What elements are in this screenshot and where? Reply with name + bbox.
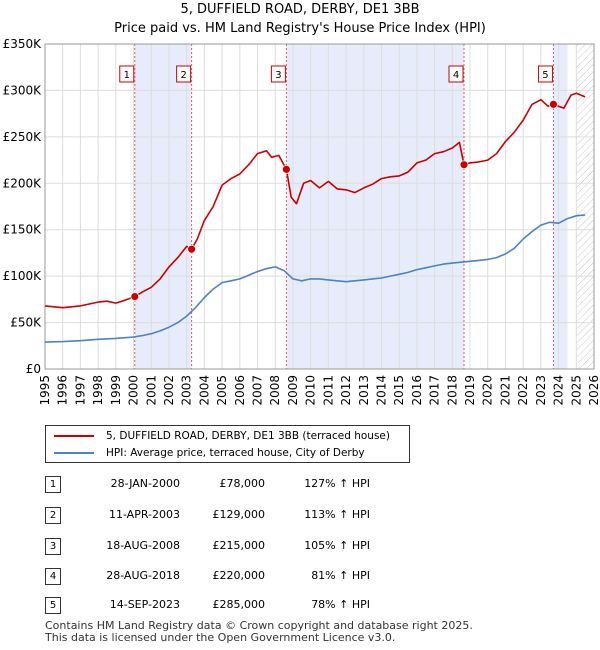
footer-attribution: Contains HM Land Registry data © Crown c… [45, 620, 473, 644]
row-number-badge: 4 [45, 568, 61, 585]
x-tick-label: 2025 [569, 375, 583, 406]
row-number-badge: 1 [45, 476, 61, 493]
row-hpi-change: 113% ↑ HPI [304, 508, 370, 521]
x-tick-label: 1997 [73, 375, 87, 406]
x-tick-label: 2004 [197, 375, 211, 406]
row-hpi-change: 78% ↑ HPI [311, 598, 370, 611]
y-tick-label: £150K [3, 223, 43, 237]
legend-label-hpi: HPI: Average price, terraced house, City… [106, 447, 365, 459]
sale-point [130, 292, 140, 301]
x-tick-label: 1995 [38, 375, 52, 406]
x-tick-label: 2015 [392, 375, 406, 406]
y-tick-label: £250K [3, 130, 43, 144]
legend-item-property: 5, DUFFIELD ROAD, DERBY, DE1 3BB (terrac… [54, 428, 390, 444]
marker-label: 5 [542, 70, 548, 81]
row-number-badge: 5 [45, 597, 61, 614]
x-tick-label: 2002 [162, 375, 176, 406]
x-tick-label: 1998 [91, 375, 105, 406]
marker-label: 1 [124, 70, 130, 81]
marker-label-box [119, 65, 135, 83]
x-tick-label: 2006 [233, 375, 247, 406]
marker-label: 3 [275, 70, 281, 81]
row-price: £215,000 [212, 539, 266, 552]
y-tick-label: £300K [3, 83, 43, 97]
row-date: 11-APR-2003 [108, 508, 180, 521]
row-price: £129,000 [212, 508, 266, 521]
sale-point [281, 164, 291, 174]
x-tick-label: 2005 [215, 375, 229, 406]
y-tick-label: £50K [10, 316, 42, 330]
x-tick-label: 2024 [552, 375, 566, 406]
x-tick-label: 2016 [410, 375, 424, 406]
x-tick-label: 1996 [56, 375, 70, 406]
row-hpi-change: 127% ↑ HPI [304, 477, 370, 490]
x-tick-label: 2008 [268, 375, 282, 406]
hpi-line [44, 214, 586, 343]
legend-swatch-hpi [54, 452, 94, 454]
marker-label-box [448, 65, 464, 83]
chart-subtitle: Price paid vs. HM Land Registry's House … [114, 21, 486, 36]
legend-swatch-property [54, 435, 94, 437]
price-chart: 1 2 3 4 5 £0 £50K £100K £150K £200K £250K £300K £350… [3, 37, 600, 406]
x-tick-label: 2017 [428, 375, 442, 406]
x-tick-label: 2013 [357, 375, 371, 406]
x-tick-label: 2003 [180, 375, 194, 406]
row-date: 28-JAN-2000 [110, 477, 180, 490]
x-tick-label: 2023 [534, 375, 548, 406]
legend-item-hpi: HPI: Average price, terraced house, City… [54, 445, 365, 461]
x-tick-label: 2010 [304, 375, 318, 406]
row-date: 14-SEP-2023 [109, 598, 180, 611]
row-hpi-change: 105% ↑ HPI [304, 539, 370, 552]
x-tick-label: 2018 [445, 375, 459, 406]
row-date: 28-AUG-2018 [106, 569, 180, 582]
x-tick-label: 2022 [516, 375, 530, 406]
row-hpi-change: 81% ↑ HPI [311, 569, 370, 582]
x-tick-label: 2009 [286, 375, 300, 406]
chart-legend: 5, DUFFIELD ROAD, DERBY, DE1 3BB (terrac… [45, 425, 410, 463]
x-tick-label: 2019 [463, 375, 477, 406]
marker-label-box [270, 65, 286, 83]
sale-point [549, 99, 558, 109]
row-price: £220,000 [212, 569, 266, 582]
shaded-period [286, 44, 465, 369]
forecast-region [576, 44, 594, 369]
sale-point [459, 160, 469, 170]
x-tick-label: 2014 [374, 375, 388, 406]
y-tick-label: £350K [3, 37, 43, 51]
x-tick-label: 2020 [481, 375, 495, 406]
footer-copyright: Contains HM Land Registry data © Crown c… [45, 619, 473, 632]
x-tick-label: 2007 [251, 375, 265, 406]
x-tick-label: 2012 [339, 375, 353, 406]
shaded-period [134, 44, 192, 369]
y-tick-label: £200K [3, 176, 43, 190]
chart-title: 5, DUFFIELD ROAD, DERBY, DE1 3BB [180, 2, 420, 17]
marker-label-box [537, 65, 553, 83]
x-tick-label: 2001 [144, 375, 158, 406]
row-date: 18-AUG-2008 [106, 539, 180, 552]
row-number-badge: 2 [45, 507, 61, 524]
y-tick-label: £0 [26, 362, 41, 376]
row-price: £285,000 [212, 598, 266, 611]
row-number-badge: 3 [45, 538, 61, 555]
y-tick-label: £100K [3, 269, 43, 283]
property-price-line [44, 92, 586, 309]
row-price: £78,000 [219, 477, 266, 490]
x-tick-label: 2021 [498, 375, 512, 406]
x-tick-label: 1999 [109, 375, 123, 406]
footer-licence: This data is licensed under the Open Gov… [45, 631, 396, 644]
x-tick-label: 2000 [127, 375, 141, 406]
marker-label: 4 [453, 70, 459, 81]
marker-label: 2 [180, 70, 186, 81]
marker-label-box [176, 65, 192, 83]
sale-point [187, 244, 197, 254]
x-tick-label: 2026 [587, 375, 600, 406]
shaded-period [553, 44, 568, 369]
legend-label-property: 5, DUFFIELD ROAD, DERBY, DE1 3BB (terrac… [106, 430, 390, 442]
plot-frame [44, 43, 595, 370]
x-tick-label: 2011 [321, 375, 335, 406]
